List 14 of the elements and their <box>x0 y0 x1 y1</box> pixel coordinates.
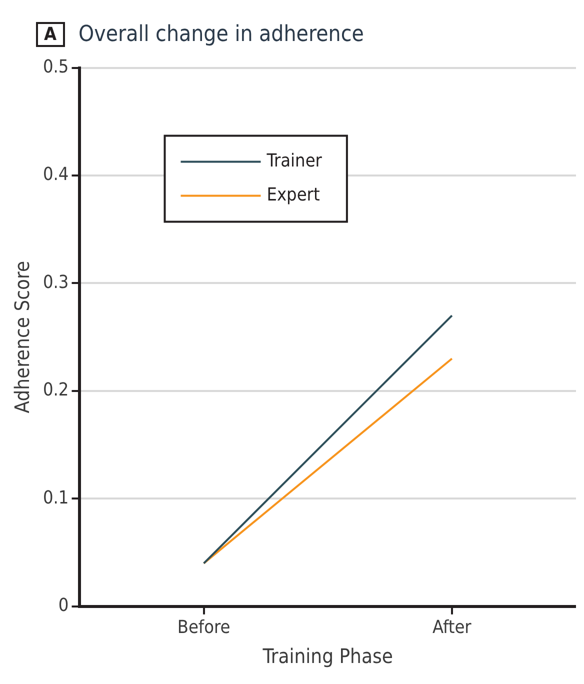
legend-label: Trainer <box>266 150 322 172</box>
x-tick-label: After <box>432 616 472 638</box>
y-tick-label: 0.5 <box>42 56 69 78</box>
y-tick-label: 0.1 <box>42 487 69 508</box>
y-tick-label: 0 <box>58 595 69 616</box>
y-tick-label: 0.2 <box>42 380 69 401</box>
y-axis-title: Adherence Score <box>10 260 34 414</box>
text: A <box>36 22 65 46</box>
x-axis-title: Training Phase <box>262 644 393 668</box>
y-tick-label: 0.3 <box>42 272 69 293</box>
legend-label: Expert <box>266 184 320 206</box>
y-tick-label: 0.4 <box>42 164 69 186</box>
chart-title: Overall change in adherence <box>78 22 364 46</box>
x-tick-label: Before <box>177 616 230 638</box>
